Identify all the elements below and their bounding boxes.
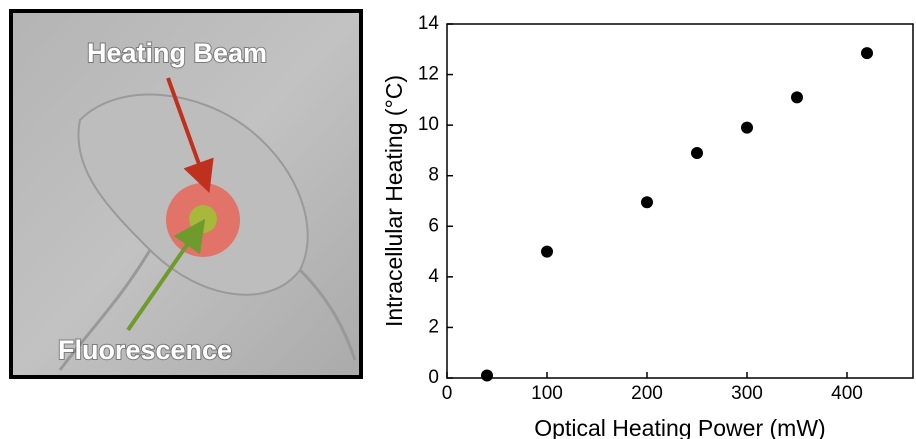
data-point: [861, 47, 873, 59]
data-point: [541, 246, 553, 258]
data-point: [481, 369, 493, 381]
data-point: [741, 122, 753, 134]
x-axis-label: Optical Heating Power (mW): [534, 415, 825, 439]
image-panel: Heating Beam Fluorescence: [11, 11, 361, 377]
y-tick-label: 0: [428, 367, 439, 388]
y-tick-label: 12: [418, 64, 439, 85]
y-tick-label: 14: [418, 13, 440, 34]
y-tick-label: 6: [428, 215, 439, 236]
fluorescence-spot: [189, 205, 217, 233]
data-point: [791, 91, 803, 103]
data-point: [641, 196, 653, 208]
x-tick-label: 200: [631, 383, 663, 404]
y-tick-label: 10: [418, 114, 439, 135]
y-tick-label: 2: [428, 316, 439, 337]
chart: Optical Heating Power (mW) Intracellular…: [381, 13, 913, 439]
x-tick-label: 300: [731, 383, 763, 404]
y-axis-label: Intracellular Heating (°C): [381, 75, 407, 327]
x-tick-label: 400: [831, 383, 863, 404]
plot-frame: [447, 24, 913, 378]
figure: Heating Beam Fluorescence Optical Heatin…: [0, 0, 916, 439]
data-point: [691, 147, 703, 159]
x-tick-label: 0: [442, 383, 453, 404]
x-tick-label: 100: [531, 383, 563, 404]
y-tick-label: 8: [428, 165, 439, 186]
annotation: Fluorescence: [58, 335, 232, 365]
annotation: Heating Beam: [87, 38, 267, 68]
y-tick-label: 4: [428, 266, 439, 287]
